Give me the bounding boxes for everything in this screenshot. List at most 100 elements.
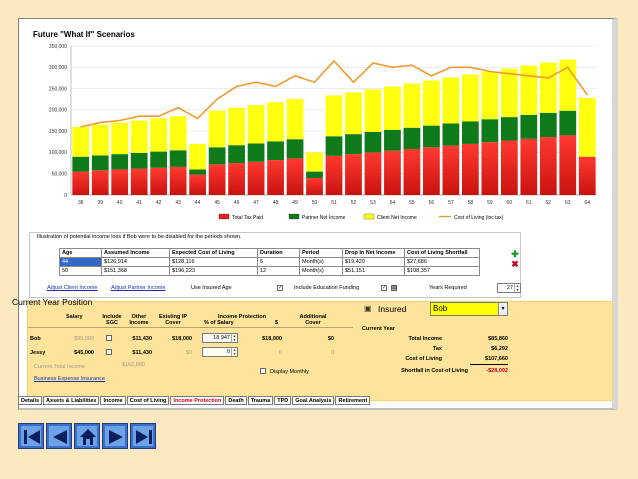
use-insured-age-checkbox[interactable]: ✓ (277, 285, 283, 291)
jessy-include-sgc-checkbox[interactable] (106, 349, 112, 355)
tab-death[interactable]: Death (225, 396, 247, 405)
adjust-partner-income-link[interactable]: Adjust Partner Income (111, 285, 166, 291)
bar-tax (150, 167, 168, 195)
business-expense-link[interactable]: Business Expense Insurance (34, 376, 105, 382)
col-period: Period (299, 248, 343, 258)
bar-client-income (442, 77, 460, 124)
bar-partner-income (91, 155, 109, 171)
col-duration: Duration (257, 248, 300, 258)
summary-title: Current Year (362, 326, 395, 332)
bar-tax (228, 163, 245, 195)
bar-client-income (208, 110, 226, 148)
bar-tax (91, 170, 109, 195)
insured-select[interactable]: Bob ▼ (430, 302, 508, 316)
bar-client-income (169, 116, 187, 151)
delete-row-icon[interactable]: ✖ (511, 259, 519, 269)
insured-label: Insured (378, 304, 407, 314)
cell-age[interactable]: 50 (59, 266, 102, 276)
stepper-arrows-icon[interactable]: ▲ ▼ (231, 334, 237, 342)
jessy-pct-salary-value: 0 (226, 349, 230, 355)
jessy-label: Jessy (30, 350, 46, 356)
hdr-include-sgc: Include SGC (102, 314, 122, 326)
cell-duration[interactable]: 6 (257, 257, 300, 267)
bar-partner-income (228, 145, 245, 164)
col-assumed-income: Assumed Income (101, 248, 170, 258)
tab-details[interactable]: Details (18, 396, 43, 405)
y-tick-label: 150,000 (49, 129, 67, 135)
bar-partner-income (306, 171, 323, 178)
bar-tax (500, 140, 518, 195)
previous-slide-button[interactable] (46, 423, 72, 449)
display-monthly-checkbox[interactable] (260, 368, 266, 374)
bar-client-income (345, 92, 362, 135)
shortfall-value: -$28,092 (486, 368, 508, 374)
jessy-salary[interactable]: $45,000 (74, 350, 94, 356)
jessy-existing-ip[interactable]: $0 (185, 350, 192, 356)
tax-value: $6,292 (491, 346, 508, 352)
home-button[interactable] (74, 423, 100, 449)
bar-client-income (578, 97, 596, 157)
tab-cost-of-living[interactable]: Cost of Living (126, 396, 170, 405)
insured-icon: ▣ (364, 304, 372, 313)
next-slide-button[interactable] (102, 423, 128, 449)
table-row[interactable]: 44 $126,914 $128,116 6 Month(s) $19,420 … (59, 257, 480, 267)
bar-partner-income (384, 129, 401, 151)
bar-client-income (150, 118, 168, 152)
tab-goal-analysis[interactable]: Goal Analysis (292, 396, 335, 405)
jessy-pct-salary-stepper[interactable]: 0 ▲ ▼ (202, 347, 238, 357)
legend-label: Total Tax Paid (232, 215, 263, 221)
tab-retirement[interactable]: Retirement (335, 396, 371, 405)
tab-income-protection[interactable]: Income Protection (170, 396, 225, 405)
cell-col-shortfall: $27,686 (404, 257, 480, 267)
bob-salary[interactable]: $95,000 (74, 336, 94, 342)
table-header-row: Age Assumed Income Expected Cost of Livi… (59, 248, 480, 258)
bob-pct-salary-value: 18.947 (213, 335, 230, 341)
tax-label: Tax (432, 346, 442, 352)
bob-include-sgc-checkbox[interactable] (106, 335, 112, 341)
col-age: Age (59, 248, 102, 258)
adjust-client-income-link[interactable]: Adjust Client Income (47, 285, 98, 291)
cell-col-shortfall: $108,357 (404, 266, 480, 276)
tab-assets-liabilities[interactable]: Assets & Liabilities (43, 396, 100, 405)
tab-trauma[interactable]: Trauma (247, 396, 274, 405)
stepper-arrows-icon[interactable]: ▲ ▼ (514, 284, 520, 292)
hdr-income-protection: Income Protection (218, 314, 266, 320)
bar-tax (72, 171, 90, 195)
cell-period[interactable]: Month(s) (299, 266, 343, 276)
cell-period[interactable]: Month(s) (299, 257, 343, 267)
bob-ip-amount: $18,000 (262, 336, 282, 342)
x-tick-label: 46 (234, 200, 240, 206)
bar-client-income (481, 71, 499, 120)
chevron-down-icon[interactable]: ▼ (498, 303, 507, 315)
cell-age[interactable]: 44 (59, 257, 102, 267)
cell-assumed-income: $151,368 (101, 266, 170, 276)
bar-client-income (520, 65, 538, 115)
bob-additional-cover: $0 (327, 336, 334, 342)
illustration-title: Illustration of potential income loss if… (35, 234, 244, 240)
bob-pct-salary-stepper[interactable]: 18.947 ▲ ▼ (202, 333, 238, 343)
jessy-additional-cover: 0 (330, 350, 334, 356)
stepper-arrows-icon[interactable]: ▲ ▼ (231, 348, 237, 356)
add-row-icon[interactable]: ✚ (511, 249, 519, 259)
bar-tax (364, 152, 382, 195)
current-total-label: Current Total Income (34, 364, 85, 370)
tab-tpd[interactable]: TPD (274, 396, 292, 405)
include-education-checkbox[interactable]: ✓ (381, 285, 387, 291)
table-row[interactable]: 50 $151,368 $196,223 12 Month(s) $51,151… (59, 266, 480, 276)
cell-duration[interactable]: 12 (257, 266, 300, 276)
x-tick-label: 56 (429, 200, 435, 206)
hdr-salary: Salary (66, 314, 83, 320)
first-slide-button[interactable] (18, 423, 44, 449)
years-required-stepper[interactable]: 27 ▲ ▼ (497, 283, 521, 293)
last-slide-button[interactable] (130, 423, 156, 449)
x-tick-label: 51 (331, 200, 337, 206)
x-tick-label: 57 (448, 200, 454, 206)
bob-label: Bob (30, 336, 41, 342)
y-tick-label: 100,000 (49, 150, 67, 156)
tab-income[interactable]: Income (100, 396, 126, 405)
education-settings-icon[interactable]: ▤ (391, 285, 397, 291)
bar-tax (461, 143, 479, 195)
line-cost-of-living (80, 59, 588, 128)
cell-drop-net-income: $51,151 (342, 266, 405, 276)
bob-existing-ip[interactable]: $18,000 (172, 336, 192, 342)
